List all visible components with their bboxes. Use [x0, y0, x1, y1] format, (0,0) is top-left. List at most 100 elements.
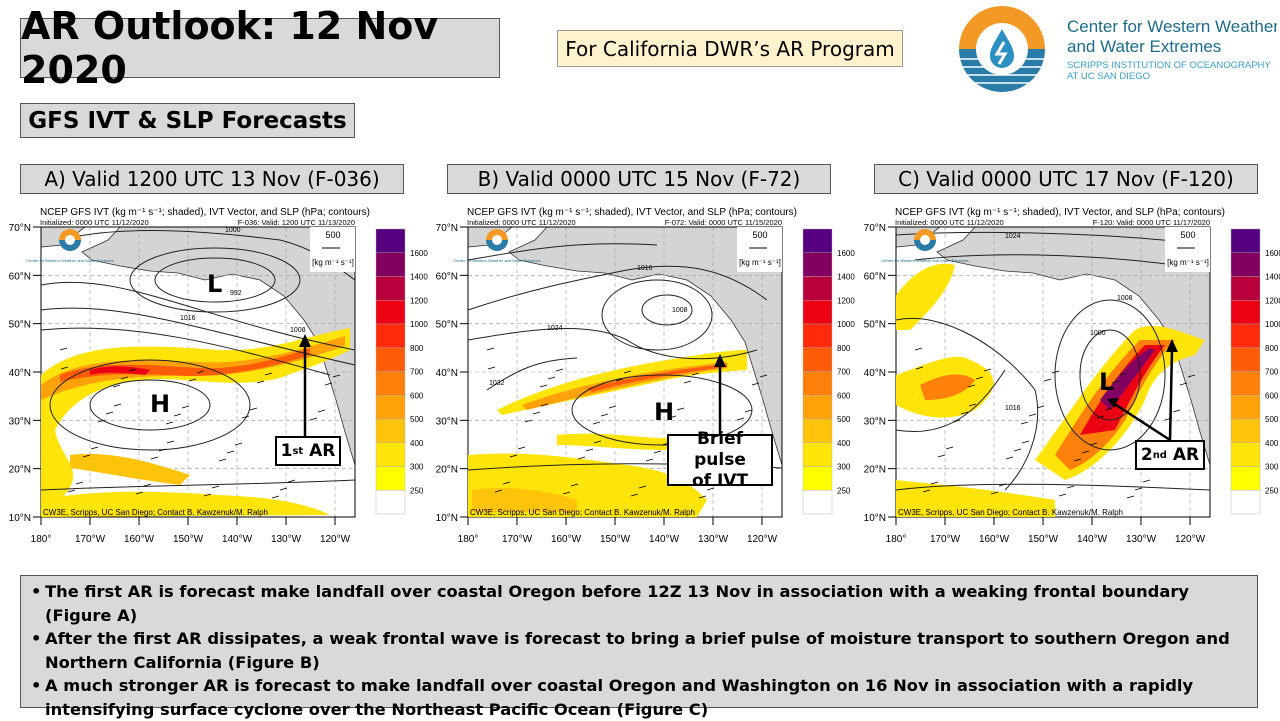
ivt-vector-arrow	[1172, 409, 1181, 413]
ivt-vector-arrow	[264, 372, 273, 376]
colorbar-cell	[375, 418, 406, 443]
contour-label: 1008	[290, 327, 306, 334]
init-time: Initialized: 0000 UTC 11/12/2020	[467, 218, 576, 227]
lon-label: 140°W	[1077, 534, 1108, 545]
colorbar-cell	[375, 252, 406, 277]
slide-title: AR Outlook: 12 Nov 2020	[20, 4, 500, 92]
credit-text: CW3E, Scripps, UC San Diego; Contact B. …	[898, 508, 1123, 517]
colorbar-cell	[802, 300, 833, 325]
colorbar-label: 300	[837, 463, 851, 472]
ivt-vector-arrow	[1134, 487, 1143, 491]
lat-label: 50°N	[864, 320, 886, 331]
ivt-vector-arrow	[82, 454, 91, 458]
lat-label: 20°N	[9, 465, 31, 476]
ivt-vector-arrow	[181, 405, 190, 409]
colorbar-cell	[1230, 228, 1261, 253]
ivt-vector-arrow	[1111, 380, 1120, 384]
ivt-vector-arrow	[1179, 382, 1188, 386]
init-time: Initialized: 0000 UTC 11/12/2020	[40, 218, 149, 227]
colorbar-label: 1200	[410, 296, 428, 305]
lon-label: 170°W	[75, 534, 106, 545]
ivt-vector-arrow	[706, 487, 715, 491]
colorbar-label: 500	[837, 415, 851, 424]
lat-label: 20°N	[436, 465, 458, 476]
lat-label: 40°N	[436, 368, 458, 379]
ivt-vector-arrow	[577, 456, 586, 460]
lon-label: 180°	[31, 534, 52, 545]
colorbar-label: 700	[837, 368, 851, 377]
ivt-vector-arrow	[1020, 421, 1029, 425]
colorbar-label: 700	[1265, 368, 1279, 377]
ivt-vector-arrow	[952, 419, 961, 423]
lon-label: 130°W	[1126, 534, 1157, 545]
slp-contours	[895, 231, 1211, 491]
lat-label: 70°N	[9, 223, 31, 234]
ivt-vector-arrow	[555, 368, 564, 372]
colorbar-label: 700	[410, 368, 424, 377]
ivt-vector-arrow	[975, 376, 984, 380]
contour-label: 1024	[1005, 233, 1021, 240]
colorbar-cell	[1230, 371, 1261, 396]
colorbar-label: 1000	[1265, 320, 1280, 329]
colorbar-cell	[375, 442, 406, 467]
ivt-vector-arrow	[585, 448, 594, 452]
ivt-vector-arrow	[487, 366, 496, 370]
lon-label: 150°W	[1028, 534, 1059, 545]
colorbar-label: 1200	[1265, 296, 1280, 305]
ivt-vector-arrow	[150, 456, 159, 460]
ivt-vector-arrow	[279, 487, 288, 491]
lon-label: 170°W	[930, 534, 961, 545]
credit-text: CW3E, Scripps, UC San Diego; Contact B. …	[43, 508, 268, 517]
colorbar-label: 250	[1265, 486, 1279, 495]
ivt-vector-arrow	[1066, 485, 1075, 489]
colorbar-cell	[802, 228, 833, 253]
ivt-vector-arrow	[166, 440, 175, 444]
summary-bullet: A much stronger AR is forecast to make l…	[31, 674, 1247, 721]
colorbar-cell	[802, 252, 833, 277]
valid-time: F-036: Valid: 1200 UTC 11/13/2020	[238, 218, 355, 227]
low-pressure-label: L	[1099, 368, 1115, 396]
logo-line-2: and Water Extremes	[1067, 37, 1221, 56]
contour-label: 1000	[1090, 330, 1106, 337]
colorbar-cell	[1230, 347, 1261, 372]
contour-label: 992	[230, 290, 242, 297]
ivt-vector-arrow	[196, 370, 205, 374]
lat-label: 70°N	[864, 223, 886, 234]
lat-label: 50°N	[9, 320, 31, 331]
colorbar-label: 600	[410, 391, 424, 400]
ivt-vector-arrow	[960, 411, 969, 415]
ivt-vector-arrow	[540, 403, 549, 407]
mini-logo-icon	[65, 235, 75, 245]
colorbar-label: 800	[410, 344, 424, 353]
colorbar-cell	[375, 395, 406, 420]
valid-time: F-072: Valid: 0000 UTC 11/15/2020	[665, 218, 782, 227]
ivt-vector-arrow	[562, 491, 571, 495]
ivt-vector-arrow	[287, 479, 296, 483]
contour-label: 1008	[672, 307, 688, 314]
ivt-vector-arrow	[502, 481, 511, 485]
ivt-vector-arrow	[593, 440, 602, 444]
lat-label: 60°N	[436, 271, 458, 282]
logo-line-3: SCRIPPS INSTITUTION OF OCEANOGRAPHY	[1067, 60, 1271, 71]
colorbar-label: 800	[1265, 344, 1279, 353]
lon-label: 180°	[886, 534, 907, 545]
ivt-vector-arrow	[744, 409, 753, 413]
colorbar-cell	[1230, 323, 1261, 348]
colorbar-label: 1600	[410, 249, 428, 258]
colorbar-label: 1600	[837, 249, 855, 258]
high-pressure-label: H	[150, 390, 171, 418]
ivt-vector-arrow	[914, 347, 923, 351]
colorbar-cell	[375, 276, 406, 301]
ivt-vector-arrow	[188, 378, 197, 382]
colorbar-cell	[375, 228, 406, 253]
lat-label: 60°N	[9, 271, 31, 282]
contour-label: 1016	[180, 315, 196, 322]
colorbar-cell	[1230, 300, 1261, 325]
summary-box: The first AR is forecast make landfall o…	[20, 575, 1258, 719]
ivt-vector-arrow	[524, 419, 533, 423]
lon-label: 140°W	[649, 534, 680, 545]
ivt-vector-arrow	[615, 378, 624, 382]
init-time: Initialized: 0000 UTC 11/12/2020	[895, 218, 1004, 227]
ivt-vector-arrow	[676, 407, 685, 411]
ivt-shading	[468, 350, 747, 517]
